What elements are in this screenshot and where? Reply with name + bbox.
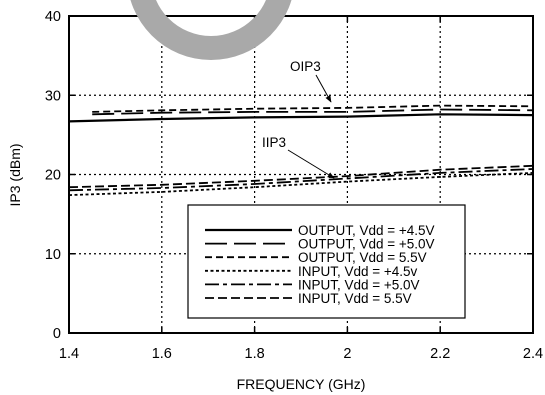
x-axis-label: FREQUENCY (GHz) [237,376,366,392]
y-tick-label: 30 [45,88,61,104]
watermark-ring [130,0,292,60]
legend-item: OUTPUT, Vdd = 5.5V [205,250,427,265]
legend-label: INPUT, Vdd = +4.5v [298,264,418,279]
legend-item: OUTPUT, Vdd = +4.5V [205,223,435,238]
y-axis-label: IP3 (dBm) [7,143,23,206]
legend-item: OUTPUT, Vdd = +5.0V [205,237,435,252]
series-line-input-vdd-5-0v [68,168,534,192]
legend-label: INPUT, Vdd = +5.0V [298,277,420,292]
y-tick-label: 0 [53,326,61,342]
annotation-arrow [287,149,335,179]
legend-item: INPUT, Vdd = +4.5v [205,264,418,279]
legend-label: INPUT, Vdd = 5.5V [298,291,412,306]
legend-item: INPUT, Vdd = 5.5V [205,291,412,306]
x-tick-label: 2.4 [523,346,543,362]
y-tick-label: 10 [45,247,61,263]
legend-label: OUTPUT, Vdd = +5.0V [298,237,435,252]
tick-labels: 1.4 1.6 1.8 2 2.2 2.4 0 10 20 30 40 [45,9,543,362]
legend-label: OUTPUT, Vdd = +4.5V [298,223,435,238]
series-line-output-vdd-5-5v [92,104,534,113]
legend-item: INPUT, Vdd = +5.0V [205,277,420,292]
annotations: OIP3 IIP3 [262,59,335,179]
legend-label: OUTPUT, Vdd = 5.5V [298,250,427,265]
series-lines [68,104,534,196]
annotation-label-oip3: OIP3 [290,59,321,74]
x-tick-label: 1.6 [152,346,172,362]
annotation-arrow [315,74,332,103]
series-line-output-vdd-5-0v [92,108,534,116]
legend-box [187,204,466,319]
x-tick-label: 2 [343,346,351,362]
series-line-input-vdd-4-5v [68,172,534,196]
series-line-output-vdd-4-5v [68,113,534,123]
y-tick-label: 40 [45,9,61,25]
x-tick-label: 1.8 [245,346,265,362]
x-tick-label: 2.2 [430,346,450,362]
y-tick-label: 20 [45,168,61,184]
x-tick-label: 1.4 [59,346,79,362]
annotation-label-iip3: IIP3 [262,135,286,150]
